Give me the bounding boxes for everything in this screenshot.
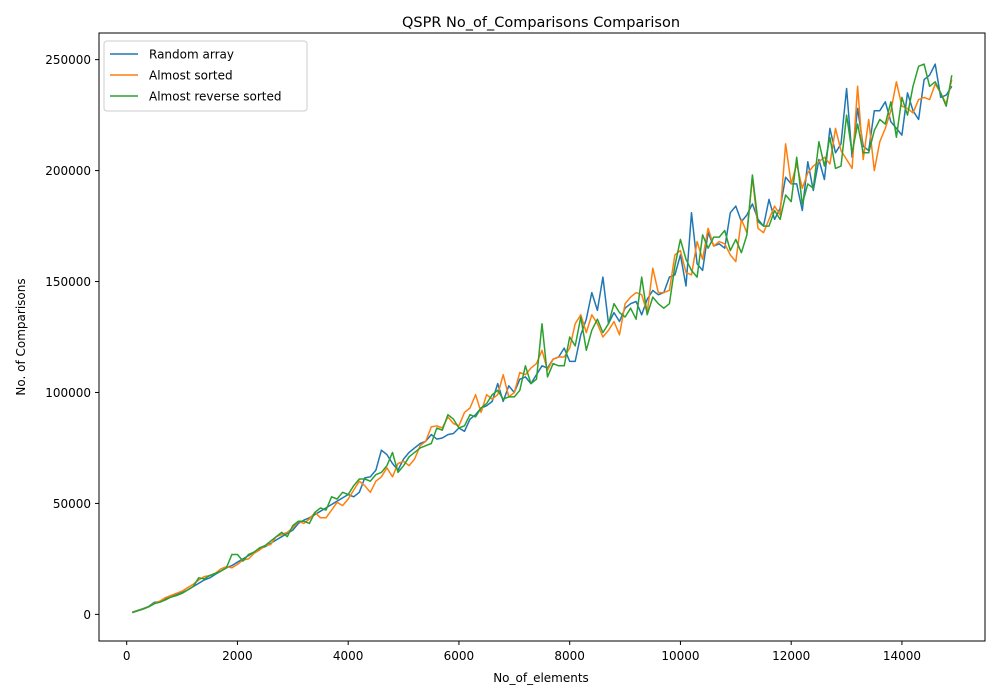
y-axis: 0 50000 100000 150000 200000 250000 [45,53,99,622]
y-tick-label: 200000 [45,164,91,178]
y-axis-label: No. of Comparisons [14,278,28,395]
x-tick-label: 10000 [661,649,699,663]
y-tick-label: 0 [83,608,91,622]
x-tick-label: 4000 [333,649,364,663]
plot-frame [98,32,986,642]
x-tick-label: 12000 [772,649,810,663]
legend-label-3: Almost reverse sorted [149,90,282,104]
x-tick-label: 6000 [444,649,475,663]
x-axis-label: No_of_elements [493,671,589,685]
y-tick-label: 250000 [45,53,91,67]
series-layer [131,63,953,614]
y-tick-label: 150000 [45,275,91,289]
legend-label-2: Almost sorted [149,69,233,83]
series-line-2 [131,79,953,613]
legend: Random array Almost sorted Almost reverse … [103,40,308,112]
legend-box [103,40,308,112]
x-tick-label: 0 [123,649,131,663]
chart-title: QSPR No_of_Comparisons Comparison [402,15,680,31]
x-tick-label: 14000 [883,649,921,663]
legend-label-1: Random array [149,48,234,62]
y-tick-label: 50000 [53,497,91,511]
x-tick-label: 2000 [222,649,253,663]
y-tick-label: 100000 [45,386,91,400]
series-line-3 [131,63,953,614]
x-tick-label: 8000 [554,649,585,663]
x-axis: 0 2000 4000 6000 8000 10000 12000 14000 [123,641,921,663]
